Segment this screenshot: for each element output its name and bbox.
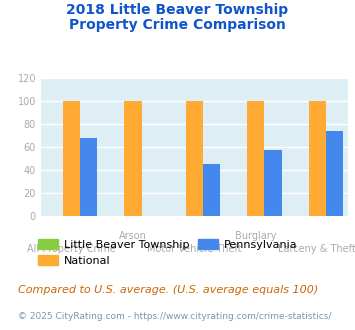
Text: © 2025 CityRating.com - https://www.cityrating.com/crime-statistics/: © 2025 CityRating.com - https://www.city…	[18, 312, 331, 321]
Bar	[203, 164, 220, 216]
Bar	[247, 101, 264, 216]
Bar	[326, 131, 343, 216]
Bar	[80, 138, 97, 216]
Text: Larceny & Theft: Larceny & Theft	[278, 244, 355, 254]
Bar	[308, 101, 326, 216]
Bar	[124, 101, 142, 216]
Text: Property Crime Comparison: Property Crime Comparison	[69, 18, 286, 32]
Text: 2018 Little Beaver Township: 2018 Little Beaver Township	[66, 3, 289, 17]
Text: Burglary: Burglary	[235, 231, 277, 241]
Text: Compared to U.S. average. (U.S. average equals 100): Compared to U.S. average. (U.S. average …	[18, 285, 318, 295]
Text: All Property Crime: All Property Crime	[27, 244, 116, 254]
Bar	[186, 101, 203, 216]
Bar	[63, 101, 80, 216]
Legend: Little Beaver Township, National, Pennsylvania: Little Beaver Township, National, Pennsy…	[34, 235, 302, 270]
Text: Motor Vehicle Theft: Motor Vehicle Theft	[147, 244, 242, 254]
Text: Arson: Arson	[119, 231, 147, 241]
Bar	[264, 150, 282, 216]
